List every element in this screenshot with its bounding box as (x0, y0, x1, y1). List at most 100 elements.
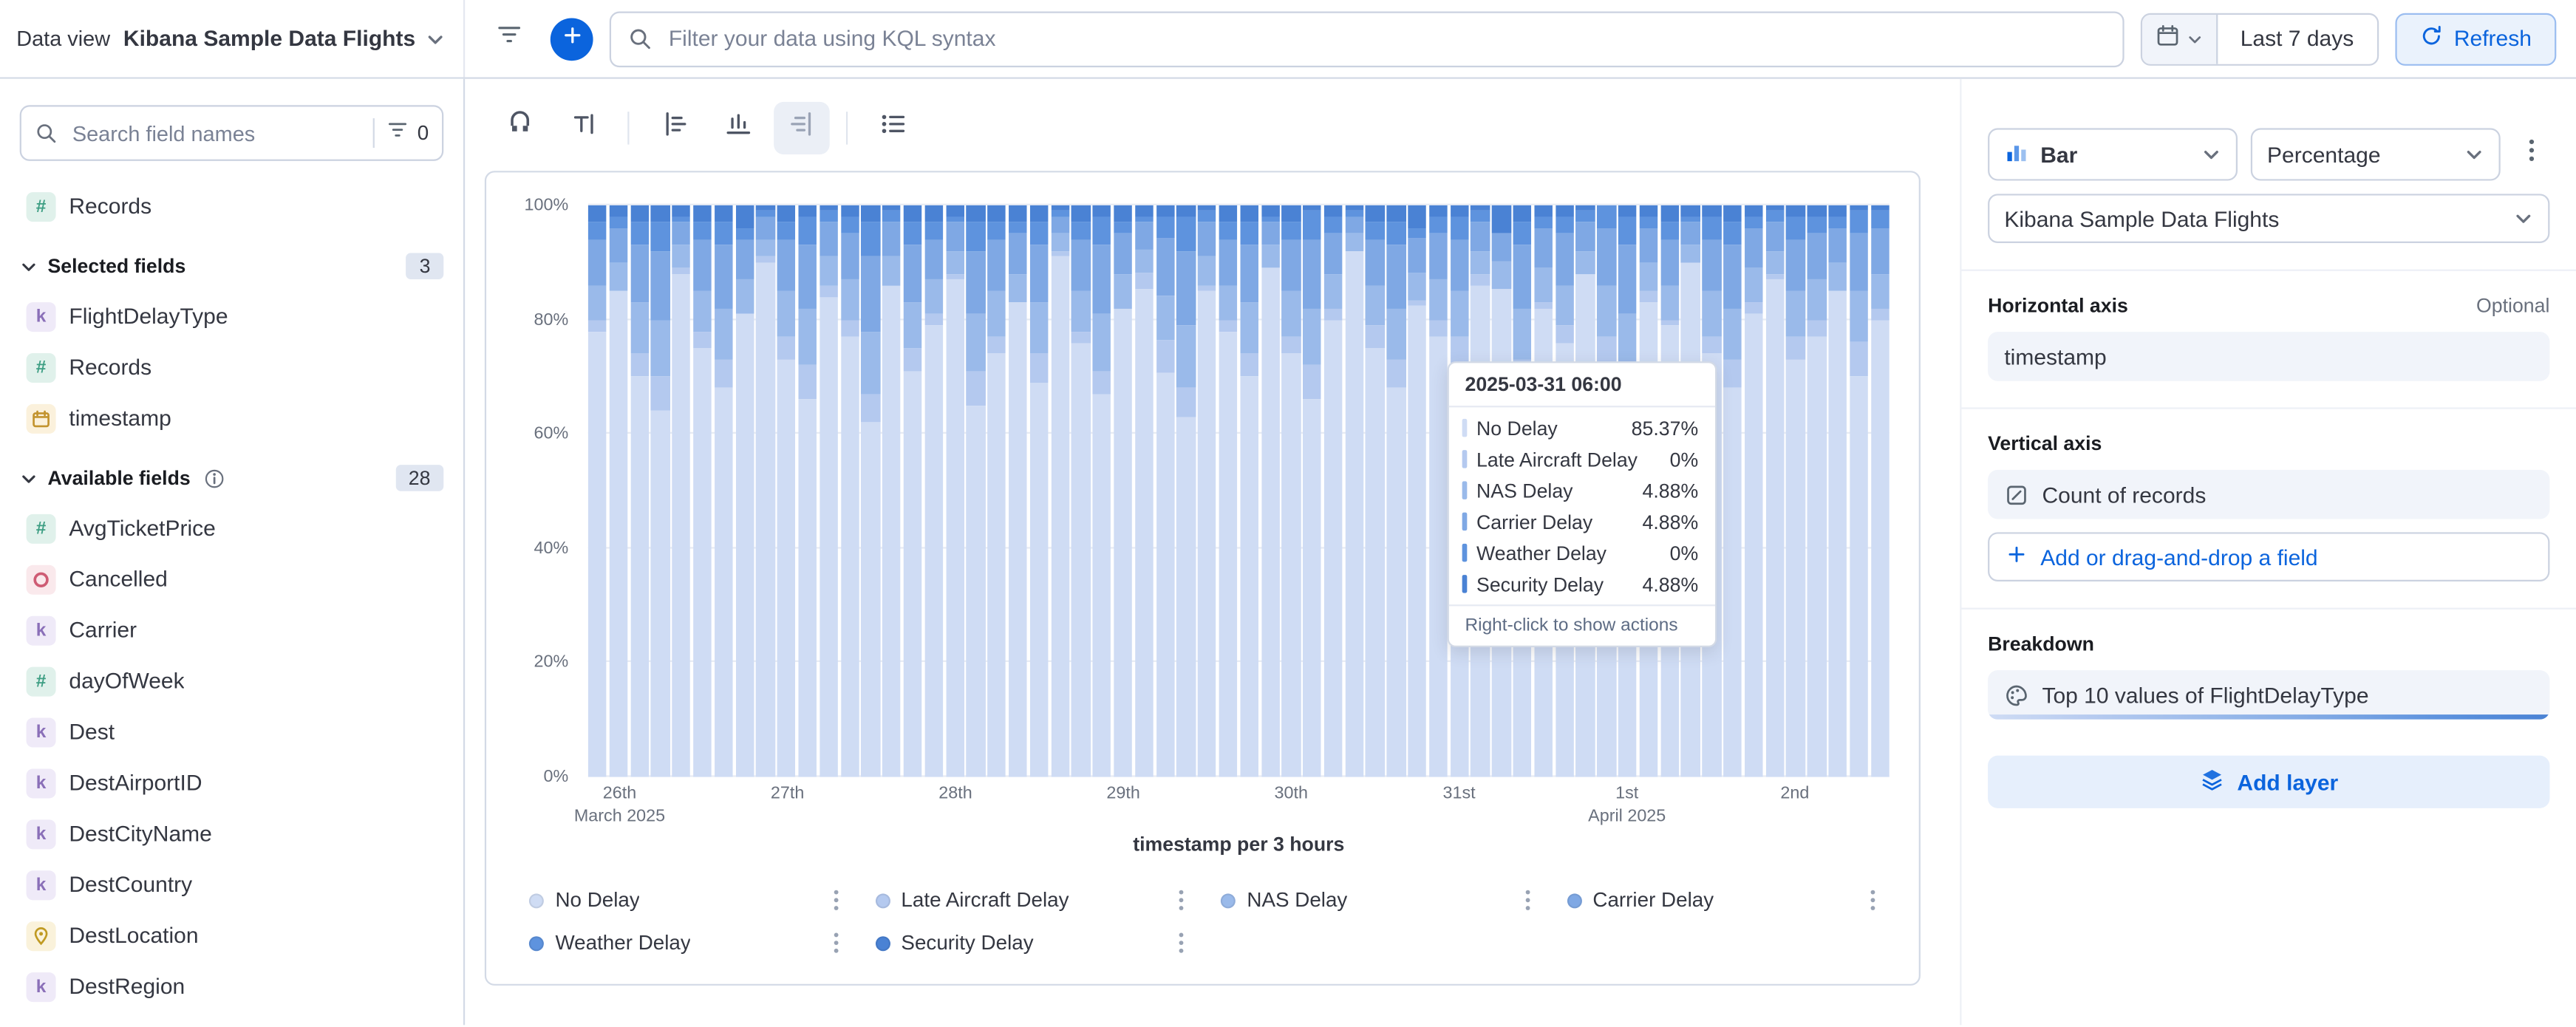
bar-segment-weather-delay[interactable] (609, 216, 628, 228)
bar-segment-weather-delay[interactable] (1702, 216, 1721, 240)
bar-segment-nas-delay[interactable] (1366, 285, 1385, 326)
right-axis-button[interactable] (774, 101, 830, 154)
bar-segment-security-delay[interactable] (1176, 205, 1196, 217)
bar-segment-security-delay[interactable] (630, 205, 649, 223)
bar-segment-no-delay[interactable] (1428, 336, 1448, 777)
bar-segment-security-delay[interactable] (987, 205, 1006, 223)
bar-segment-weather-delay[interactable] (987, 222, 1006, 240)
bar-segment-security-delay[interactable] (1134, 205, 1154, 216)
bar-segment-security-delay[interactable] (882, 205, 902, 211)
bar-segment-security-delay[interactable] (1050, 205, 1069, 211)
bar-segment-weather-delay[interactable] (1513, 222, 1532, 246)
bar-segment-late-aircraft-delay[interactable] (1134, 271, 1154, 289)
bar-segment-late-aircraft-delay[interactable] (1387, 359, 1406, 389)
bar[interactable] (587, 205, 607, 777)
bar-segment-carrier-delay[interactable] (1008, 233, 1028, 274)
bar-segment-nas-delay[interactable] (1723, 308, 1742, 360)
bar-segment-carrier-delay[interactable] (945, 222, 964, 251)
bar-segment-security-delay[interactable] (1681, 205, 1700, 217)
bar-segment-nas-delay[interactable] (1681, 245, 1700, 263)
bar[interactable] (1114, 205, 1133, 777)
bar[interactable] (945, 205, 964, 777)
bar[interactable] (1849, 205, 1869, 777)
bar[interactable] (1345, 205, 1364, 777)
bar-segment-late-aircraft-delay[interactable] (1471, 273, 1490, 286)
bar-segment-late-aircraft-delay[interactable] (1428, 319, 1448, 337)
legend-label[interactable]: Late Aircraft Delay (901, 888, 1069, 912)
bar-segment-nas-delay[interactable] (861, 331, 880, 395)
bar-segment-weather-delay[interactable] (1071, 222, 1091, 240)
bar-segment-nas-delay[interactable] (714, 308, 733, 360)
bar-segment-weather-delay[interactable] (651, 222, 670, 251)
breakdown-dimension[interactable]: Top 10 values of FlightDelayType (1988, 670, 2550, 720)
bar-segment-security-delay[interactable] (1366, 205, 1385, 223)
bar-segment-security-delay[interactable] (945, 205, 964, 217)
bar-segment-late-aircraft-delay[interactable] (861, 394, 880, 423)
bar-segment-weather-delay[interactable] (861, 222, 880, 257)
bar-segment-security-delay[interactable] (1765, 205, 1785, 211)
bar-segment-no-delay[interactable] (1008, 302, 1028, 777)
bar-segment-carrier-delay[interactable] (882, 222, 902, 257)
bar-segment-carrier-delay[interactable] (1345, 216, 1364, 234)
bar[interactable] (861, 205, 880, 777)
bar-segment-no-delay[interactable] (1114, 308, 1133, 777)
bar-segment-carrier-delay[interactable] (1723, 245, 1742, 309)
legend-options-button[interactable] (864, 102, 920, 154)
bar-segment-nas-delay[interactable] (777, 290, 797, 337)
bar-segment-carrier-delay[interactable] (1492, 233, 1511, 262)
bar-segment-nas-delay[interactable] (1387, 308, 1406, 360)
field-item-dest[interactable]: k Dest (20, 706, 444, 757)
bar-segment-nas-delay[interactable] (1828, 262, 1847, 291)
bar-segment-weather-delay[interactable] (1786, 216, 1805, 240)
bar-segment-no-delay[interactable] (1261, 267, 1280, 777)
bar-segment-security-delay[interactable] (967, 205, 986, 223)
bar-segment-security-delay[interactable] (714, 205, 733, 223)
bar[interactable] (1092, 205, 1111, 777)
bar-segment-carrier-delay[interactable] (798, 245, 817, 309)
bar-segment-security-delay[interactable] (672, 205, 691, 217)
bar-segment-nas-delay[interactable] (630, 302, 649, 354)
bar-segment-security-delay[interactable] (1408, 205, 1427, 228)
bar-segment-late-aircraft-delay[interactable] (1029, 353, 1049, 383)
bar-segment-security-delay[interactable] (1660, 205, 1679, 223)
bar-segment-no-delay[interactable] (1723, 388, 1742, 777)
bar-segment-no-delay[interactable] (1849, 376, 1869, 777)
bar-segment-security-delay[interactable] (1197, 205, 1217, 211)
bar-segment-no-delay[interactable] (756, 262, 775, 777)
bar-segment-late-aircraft-delay[interactable] (630, 353, 649, 377)
bar-segment-weather-delay[interactable] (1366, 222, 1385, 240)
bar[interactable] (903, 205, 922, 777)
bar-segment-carrier-delay[interactable] (609, 228, 628, 263)
bar-segment-carrier-delay[interactable] (1534, 228, 1553, 268)
bar-segment-weather-delay[interactable] (1197, 211, 1217, 223)
bar-segment-weather-delay[interactable] (1639, 216, 1658, 228)
bar[interactable] (756, 205, 775, 777)
bar-segment-nas-delay[interactable] (1281, 290, 1301, 337)
bar-segment-late-aircraft-delay[interactable] (1786, 336, 1805, 360)
bar[interactable] (967, 205, 986, 777)
bar[interactable] (777, 205, 797, 777)
bar-segment-weather-delay[interactable] (840, 216, 859, 234)
bar-segment-no-delay[interactable] (1828, 290, 1847, 777)
bar[interactable] (1176, 205, 1196, 777)
bar-segment-carrier-delay[interactable] (1428, 233, 1448, 280)
bar-segment-security-delay[interactable] (735, 205, 754, 228)
bar-segment-no-delay[interactable] (1029, 382, 1049, 777)
legend-item-menu-button[interactable] (1521, 885, 1534, 915)
bar-segment-carrier-delay[interactable] (1050, 216, 1069, 234)
bar-segment-nas-delay[interactable] (1303, 308, 1322, 366)
bar-segment-late-aircraft-delay[interactable] (1723, 359, 1742, 389)
bar-segment-weather-delay[interactable] (735, 228, 754, 240)
bar-segment-nas-delay[interactable] (587, 285, 607, 320)
bar-segment-nas-delay[interactable] (609, 262, 628, 291)
bar-segment-late-aircraft-delay[interactable] (1534, 302, 1553, 309)
bar-segment-late-aircraft-delay[interactable] (1807, 319, 1827, 337)
bar[interactable] (1828, 205, 1847, 777)
bar-segment-security-delay[interactable] (1786, 205, 1805, 217)
bar[interactable] (1428, 205, 1448, 777)
bar-segment-security-delay[interactable] (1008, 205, 1028, 223)
bar-segment-carrier-delay[interactable] (1303, 239, 1322, 309)
bar-segment-late-aircraft-delay[interactable] (819, 285, 838, 297)
bar[interactable] (714, 205, 733, 777)
bar-segment-carrier-delay[interactable] (1765, 222, 1785, 251)
